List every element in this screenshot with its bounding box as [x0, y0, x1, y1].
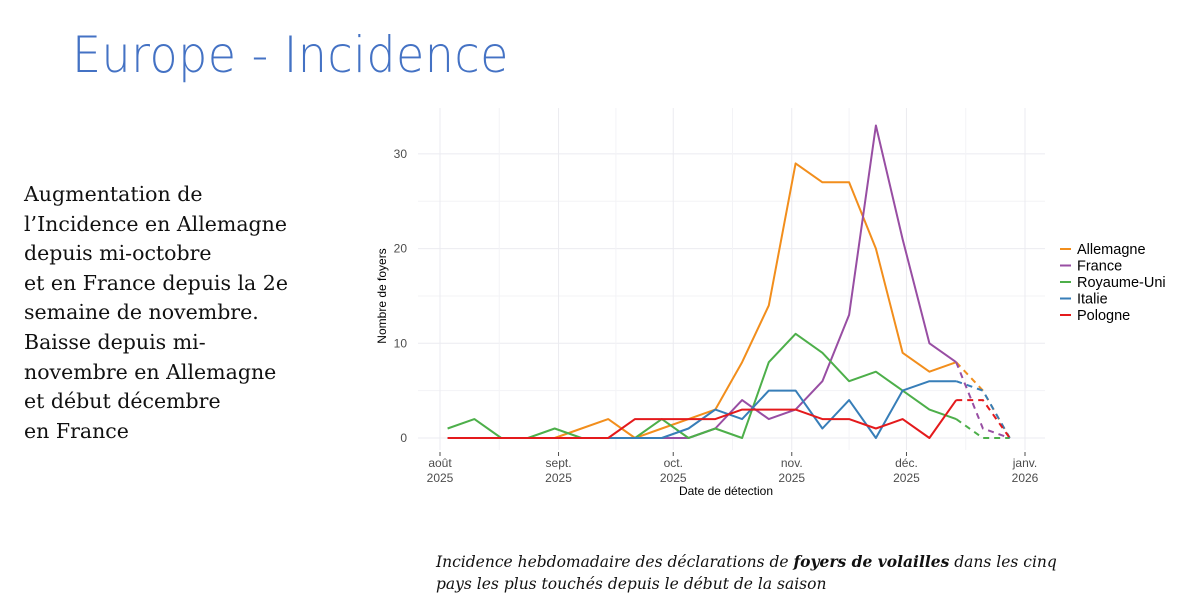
side-text-line: depuis mi-octobre: [24, 241, 212, 266]
chart-series: [447, 124, 1011, 439]
y-tick-label: 30: [394, 147, 408, 161]
x-tick-label-year: 2025: [893, 471, 920, 485]
x-tick-label-month: oct.: [664, 456, 683, 470]
side-text-line: et début décembre: [24, 389, 221, 414]
x-tick-label-year: 2025: [545, 471, 572, 485]
series-italie: [447, 380, 1011, 439]
y-tick-label: 10: [394, 336, 408, 350]
y-axis: 0 10 20 30: [394, 147, 408, 445]
slide-title: Europe - Incidence: [72, 26, 509, 84]
x-tick-label-year: 2025: [778, 471, 805, 485]
x-axis-title: Date de détection: [679, 484, 773, 498]
side-text-line: et en France depuis la 2e: [24, 270, 288, 295]
x-tick-label-month: août: [428, 456, 452, 470]
x-axis: août2025sept.2025oct.2025nov.2025déc.202…: [427, 452, 1039, 485]
side-text-line: l’Incidence en Allemagne: [24, 211, 288, 236]
side-text-line: novembre en Allemagne: [24, 359, 277, 384]
series-allemagne: [447, 162, 1011, 439]
figure-caption: Incidence hebdomadaire des déclarations …: [436, 551, 1096, 595]
series-line-projected: [955, 361, 1011, 439]
x-tick-label-year: 2025: [660, 471, 687, 485]
caption-text-bold: foyers de volailles: [793, 552, 950, 571]
legend-label: Allemagne: [1077, 242, 1146, 258]
side-text-line: semaine de novembre.: [24, 300, 259, 325]
x-tick-label-month: janv.: [1012, 456, 1037, 470]
side-text-line: Augmentation de: [24, 182, 203, 206]
legend-label: France: [1077, 259, 1122, 275]
x-tick-label-month: sept.: [546, 456, 572, 470]
legend-label: Italie: [1077, 292, 1108, 308]
x-tick-label-year: 2026: [1012, 471, 1039, 485]
chart-grid: [418, 108, 1045, 450]
y-tick-label: 20: [394, 242, 408, 256]
series-line-solid: [447, 162, 957, 439]
series-line-projected: [955, 361, 1011, 439]
legend-label: Pologne: [1077, 308, 1130, 324]
x-tick-label-month: nov.: [781, 456, 803, 470]
legend-label: Royaume-Uni: [1077, 275, 1166, 291]
side-commentary: Augmentation de l’Incidence en Allemagne d…: [24, 180, 314, 446]
series-line-solid: [447, 399, 958, 439]
series-line-solid: [447, 332, 957, 439]
caption-text-end: dans les cinq pays les plus touchés depu…: [436, 553, 1057, 593]
y-tick-label: 0: [400, 431, 407, 445]
series-line-solid: [447, 380, 957, 439]
y-axis-title: Nombre de foyers: [375, 248, 389, 343]
side-text-line: Baisse depuis mi-: [24, 329, 206, 354]
caption-text-start: Incidence hebdomadaire des déclarations …: [436, 553, 794, 571]
x-tick-label-month: déc.: [895, 456, 918, 470]
series-line-projected: [956, 399, 1011, 439]
series-pologne: [447, 399, 1011, 439]
side-text-line: en France: [24, 418, 129, 443]
x-tick-label-year: 2025: [427, 471, 454, 485]
